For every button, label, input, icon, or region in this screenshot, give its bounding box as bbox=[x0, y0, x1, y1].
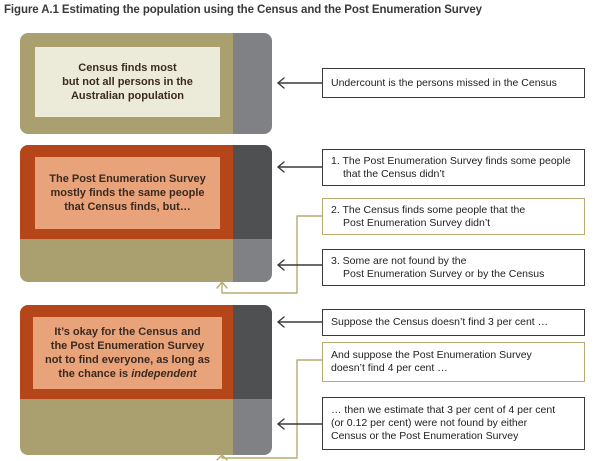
note-census-finds-line-1: 2. The Census finds some people that the bbox=[331, 203, 526, 216]
note-census-3pc: Suppose the Census doesn’t find 3 per ce… bbox=[322, 309, 585, 336]
independence-line-4: the chance is independent bbox=[45, 367, 210, 381]
both-missed-region bbox=[233, 239, 272, 282]
census-finds-line-2: but not all persons in the bbox=[62, 76, 193, 88]
note-estimate-line-1: … then we estimate that 3 per cent of 4 … bbox=[331, 404, 556, 416]
figure-title: Figure A.1 Estimating the population usi… bbox=[4, 4, 482, 16]
note-pes-4pc: And suppose the Post Enumeration Survey … bbox=[322, 342, 585, 382]
note-undercount-text: Undercount is the persons missed in the … bbox=[331, 76, 557, 89]
independence-line-4-prefix: the chance is bbox=[58, 368, 132, 380]
pes-missed-region bbox=[20, 399, 233, 455]
note-not-found-line-1: 3. Some are not found by the bbox=[331, 254, 467, 267]
note-estimate-line-3: Census or the Post Enumeration Survey bbox=[331, 430, 519, 442]
census-missed-pes-found-region bbox=[233, 145, 272, 239]
pes-finds-line-1: The Post Enumeration Survey bbox=[49, 173, 206, 185]
panel-census: Census finds most but not all persons in… bbox=[20, 33, 272, 134]
census-finds-line-3: Australian population bbox=[70, 90, 185, 102]
note-undercount: Undercount is the persons missed in the … bbox=[322, 68, 585, 98]
arrow-estimate bbox=[277, 418, 323, 430]
note-census-finds: 2. The Census finds some people that the… bbox=[322, 198, 585, 235]
census-missed-region bbox=[233, 305, 272, 399]
note-not-found: 3. Some are not found by the Post Enumer… bbox=[322, 249, 585, 286]
panel-independence: It’s okay for the Census and the Post En… bbox=[20, 305, 272, 455]
arrow-census-finds bbox=[216, 215, 323, 294]
pes-missed-census-found-region bbox=[20, 239, 233, 282]
note-pes-finds-line-2: that the Census didn’t bbox=[343, 167, 445, 180]
note-pes-finds: 1. The Post Enumeration Survey finds som… bbox=[322, 149, 585, 186]
note-pes-finds-line-1: 1. The Post Enumeration Survey finds som… bbox=[331, 154, 571, 167]
note-census-finds-line-2: Post Enumeration Survey didn’t bbox=[343, 216, 491, 229]
census-finds-box: Census finds most but not all persons in… bbox=[35, 47, 220, 117]
pes-finds-box: The Post Enumeration Survey mostly finds… bbox=[35, 157, 220, 229]
note-pes-4pc-line-2: doesn’t find 4 per cent … bbox=[331, 362, 448, 374]
independence-emphasis: independent bbox=[131, 368, 197, 380]
census-finds-line-1: Census finds most bbox=[78, 62, 177, 74]
undercount-region bbox=[233, 33, 272, 134]
independence-line-3: not to find everyone, as long as bbox=[44, 354, 211, 366]
neither-found-region bbox=[233, 399, 272, 455]
independence-line-1: It’s okay for the Census and bbox=[54, 326, 201, 338]
independence-line-2: the Post Enumeration Survey bbox=[50, 340, 205, 352]
arrow-pes-4pc bbox=[216, 359, 323, 461]
pes-finds-line-3: that Census finds, but… bbox=[64, 201, 191, 213]
note-pes-4pc-line-1: And suppose the Post Enumeration Survey bbox=[331, 349, 532, 361]
independence-box: It’s okay for the Census and the Post En… bbox=[33, 317, 222, 389]
note-estimate-line-2: (or 0.12 per cent) were not found by eit… bbox=[331, 417, 528, 429]
note-estimate: … then we estimate that 3 per cent of 4 … bbox=[322, 397, 585, 450]
arrow-not-found bbox=[277, 259, 323, 271]
arrow-census-3pc bbox=[277, 316, 323, 328]
note-not-found-line-2: Post Enumeration Survey or by the Census bbox=[343, 267, 545, 280]
pes-finds-line-2: mostly finds the same people bbox=[50, 187, 205, 199]
arrow-undercount bbox=[277, 77, 323, 89]
note-census-3pc-text: Suppose the Census doesn’t find 3 per ce… bbox=[331, 316, 549, 328]
panel-pes: The Post Enumeration Survey mostly finds… bbox=[20, 145, 272, 282]
arrow-pes-finds bbox=[277, 161, 323, 173]
